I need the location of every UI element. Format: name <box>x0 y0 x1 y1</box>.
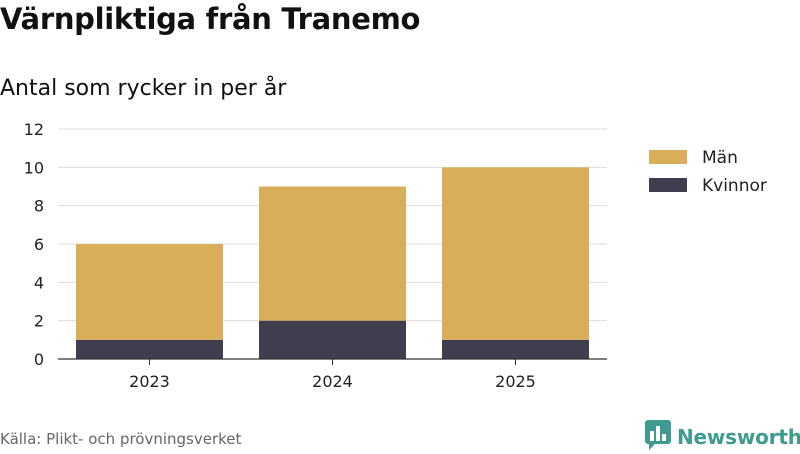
y-tick-label: 12 <box>24 120 44 139</box>
bar-chart-logo-icon <box>645 420 671 454</box>
y-tick-label: 0 <box>34 350 44 369</box>
bar-segment-män <box>76 244 223 340</box>
y-tick-label: 4 <box>34 273 44 292</box>
y-tick-label: 6 <box>34 235 44 254</box>
stacked-bar-chart: 0 2 4 6 8 10 12 2023 2024 2025 Män Kvinnor <box>24 120 767 391</box>
legend-swatch-män <box>649 150 687 164</box>
legend-swatch-kvinnor <box>649 178 687 192</box>
chart-subtitle: Antal som rycker in per år <box>0 76 287 101</box>
legend-label-kvinnor: Kvinnor <box>702 176 767 196</box>
x-tick-label: 2025 <box>495 372 536 391</box>
bar-segment-kvinnor <box>76 339 223 359</box>
bar-segment-män <box>259 186 406 321</box>
y-tick-label: 10 <box>24 158 44 177</box>
y-tick-label: 2 <box>34 312 44 331</box>
x-tick-label: 2023 <box>129 372 170 391</box>
bar-segment-kvinnor <box>442 339 589 359</box>
x-tick-label: 2024 <box>312 372 353 391</box>
brand-logo: Newsworthy <box>645 420 800 454</box>
y-tick-label: 8 <box>34 197 44 216</box>
brand-name: Newsworthy <box>677 425 800 449</box>
source-note: Källa: Plikt- och prövningsverket <box>0 430 242 448</box>
legend-label-män: Män <box>702 148 738 168</box>
chart-title: Värnpliktiga från Tranemo <box>0 2 421 36</box>
bar-segment-kvinnor <box>259 320 406 359</box>
bar-segment-män <box>442 167 589 340</box>
